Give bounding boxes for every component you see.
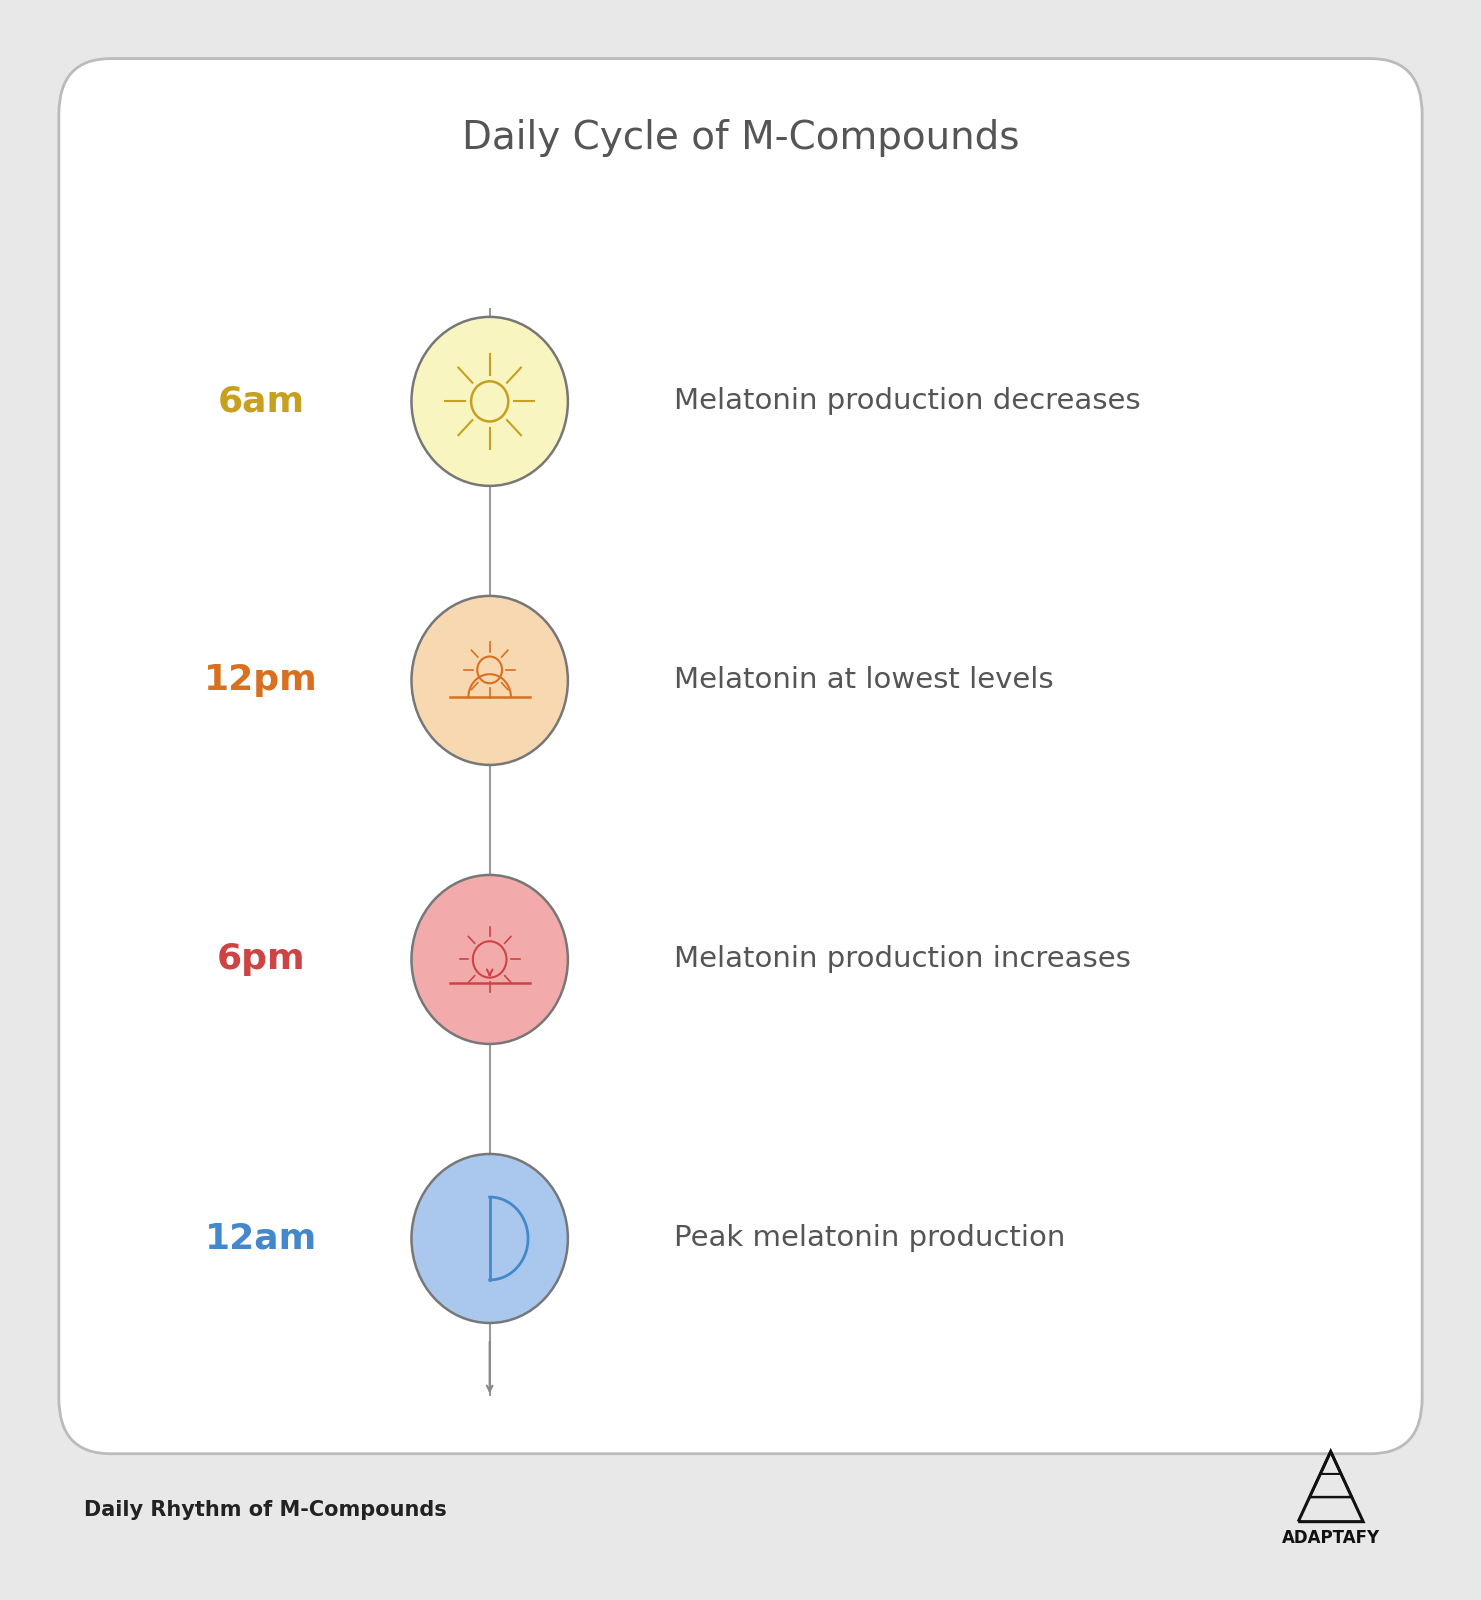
Text: 12pm: 12pm [204,664,318,698]
Text: 12am: 12am [204,1221,317,1256]
Text: Melatonin at lowest levels: Melatonin at lowest levels [674,667,1053,694]
Circle shape [412,1154,567,1323]
Circle shape [412,875,567,1043]
Text: Daily Rhythm of M-Compounds: Daily Rhythm of M-Compounds [84,1499,447,1520]
Text: Melatonin production increases: Melatonin production increases [674,946,1131,973]
Text: Peak melatonin production: Peak melatonin production [674,1224,1065,1253]
FancyBboxPatch shape [59,59,1422,1454]
Circle shape [412,317,567,486]
Text: 6pm: 6pm [216,942,305,976]
Circle shape [412,595,567,765]
Text: Melatonin production decreases: Melatonin production decreases [674,387,1140,416]
Text: ADAPTAFY: ADAPTAFY [1281,1530,1380,1547]
Text: 6am: 6am [218,384,305,418]
Text: Daily Cycle of M-Compounds: Daily Cycle of M-Compounds [462,120,1019,157]
